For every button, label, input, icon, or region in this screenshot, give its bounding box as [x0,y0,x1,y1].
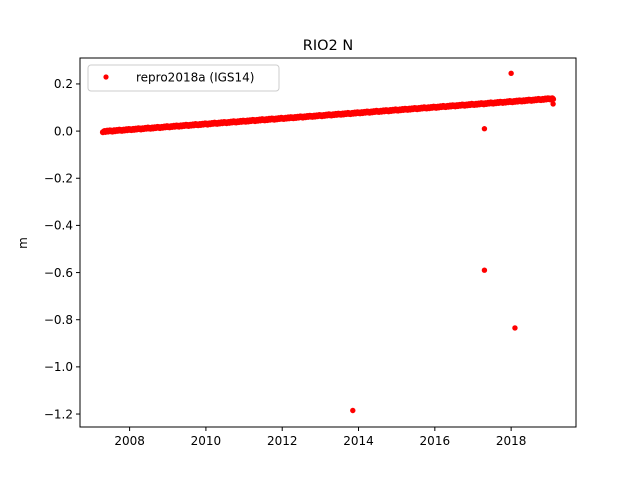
y-tick-label: −1.2 [44,407,73,421]
data-point-outlier [550,101,556,107]
x-tick-label: 2014 [343,434,374,448]
data-point-outlier [512,325,518,331]
x-tick-label: 2012 [267,434,298,448]
legend-box [87,64,280,92]
x-tick-label: 2010 [191,434,222,448]
data-point-outlier [508,70,514,77]
y-tick-label: −0.2 [44,172,73,186]
legend-label: repro2018a (IGS14) [136,71,254,85]
data-point-outlier [481,267,488,273]
y-tick-label: 0.2 [54,77,73,91]
x-tick-label: 2016 [420,434,451,448]
y-tick-label: −0.4 [44,219,73,233]
x-axis-ticks: 2008 2010 2012 2014 2016 2018 [114,427,526,448]
y-tick-label: 0.0 [54,124,73,138]
x-tick-label: 2008 [114,434,145,448]
plot-area-frame [79,57,577,428]
y-tick-label: −1.0 [44,360,73,374]
data-points [99,70,557,414]
data-point [550,96,557,103]
x-tick-label: 2018 [496,434,527,448]
y-axis-label: m [16,237,30,249]
chart-title: RIO2 N [303,38,353,54]
y-tick-label: −0.8 [44,313,73,327]
y-axis-ticks: 0.2 0.0 −0.2 −0.4 −0.6 −0.8 −1.0 −1.2 [44,77,80,421]
y-tick-label: −0.6 [44,266,73,280]
legend-marker [103,74,109,80]
data-point-outlier [350,407,356,414]
data-point-outlier [481,126,488,132]
legend: repro2018a (IGS14) [87,64,280,92]
